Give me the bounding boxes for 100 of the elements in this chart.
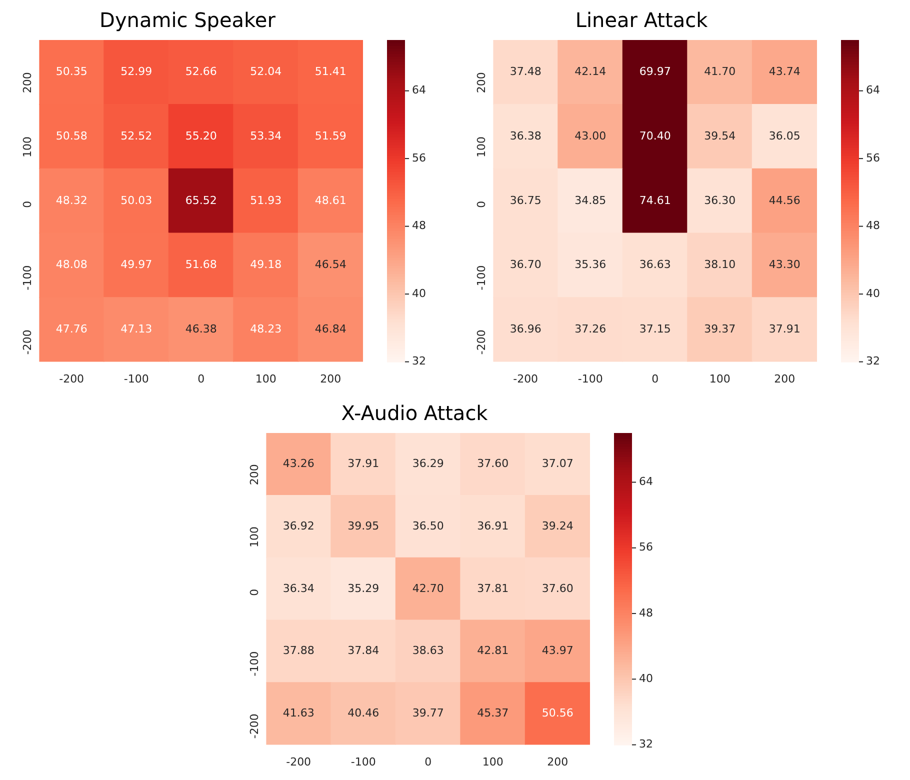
data-label: 39.54 [704,129,736,142]
data-label: 46.54 [314,258,346,272]
data-label: 39.24 [542,519,574,532]
color-bar-label: 40 [639,672,653,686]
data-label: 41.63 [282,706,314,720]
data-label: 36.75 [510,194,542,207]
data-label: 42.14 [574,65,606,78]
data-label: 43.74 [768,65,800,78]
color-bar-label: 32 [639,738,653,751]
color-bar-label: 64 [866,84,880,97]
chart-title: Linear Attack [575,8,708,32]
y-tick-label: 100 [21,136,34,158]
data-label: 49.97 [120,258,152,272]
data-label: 51.93 [250,194,282,207]
data-label: 46.38 [185,322,217,336]
data-label: 55.20 [185,129,217,142]
y-tick-label: 0 [248,588,262,596]
color-bar-label: 40 [412,286,426,300]
data-label: 36.29 [412,457,444,470]
data-label: 39.95 [348,519,380,532]
x-tick-label: -100 [124,372,149,386]
y-tick-label: -100 [475,265,488,290]
data-label: 37.91 [348,457,380,470]
data-label: 35.36 [574,258,606,272]
data-label: 36.30 [704,194,736,207]
data-label: 37.60 [542,582,574,595]
x-tick-label: 200 [547,755,568,768]
data-label: 37.84 [348,644,380,658]
data-label: 36.91 [477,519,509,532]
data-label: 37.26 [574,322,606,336]
y-tick-label: 100 [248,526,262,548]
x-tick-label: -100 [350,755,376,768]
data-label: 74.61 [639,194,671,207]
data-label: 49.18 [250,258,282,272]
x-tick-label: 0 [424,755,432,768]
data-label: 40.46 [348,706,380,720]
data-label: 52.66 [185,65,217,78]
chart-title: Dynamic Speaker [100,8,276,32]
x-tick-label: -200 [286,755,312,768]
data-label: 52.52 [120,129,152,142]
data-label: 42.70 [412,582,444,595]
y-tick-label: -200 [475,330,488,355]
x-tick-label: -100 [578,372,603,386]
y-tick-label: 100 [475,136,488,158]
color-bar-label: 64 [639,475,653,488]
data-label: 53.34 [250,129,282,142]
data-label: 50.56 [542,706,574,720]
data-label: 48.32 [56,194,88,207]
color-bar-label: 64 [412,84,426,97]
data-label: 36.05 [768,129,800,142]
data-label: 51.59 [314,129,346,142]
color-bar-label: 40 [866,286,880,300]
data-label: 48.23 [250,322,282,336]
data-label: 35.29 [348,582,380,595]
data-label: 37.91 [768,322,800,336]
color-bar-label: 56 [866,151,880,164]
data-label: 50.58 [56,129,88,142]
y-tick-label: -100 [248,651,262,676]
x-tick-label: 200 [320,372,342,386]
data-label: 52.04 [250,65,282,78]
color-bar-label: 32 [412,354,426,368]
data-label: 37.48 [510,65,542,78]
chart-title: X-Audio Attack [341,401,488,426]
data-label: 37.60 [477,457,509,470]
data-label: 51.68 [185,258,217,272]
data-label: 48.08 [56,258,88,272]
x-tick-label: 100 [709,372,730,386]
data-label: 36.34 [282,582,314,595]
data-label: 43.30 [768,258,800,272]
data-label: 46.84 [314,322,346,336]
x-tick-label: -200 [59,372,84,386]
data-label: 38.63 [412,644,444,658]
y-tick-label: 200 [248,464,262,486]
data-label: 50.35 [56,65,88,78]
data-label: 43.26 [282,457,314,470]
data-label: 36.70 [510,258,542,272]
data-label: 52.99 [120,65,152,78]
color-bar-label: 32 [866,354,880,368]
color-bar-label: 56 [639,540,653,554]
color-bar-label: 48 [639,606,653,620]
data-label: 36.50 [412,519,444,532]
data-label: 45.37 [477,706,509,720]
x-tick-label: 200 [774,372,796,386]
data-label: 65.52 [185,194,217,207]
data-label: 47.13 [120,322,152,336]
data-label: 41.70 [704,65,736,78]
data-label: 36.38 [510,129,542,142]
y-tick-label: -200 [248,714,262,739]
data-label: 37.07 [542,457,574,470]
data-label: 36.92 [282,519,314,532]
y-tick-label: 0 [21,200,34,208]
y-tick-label: -100 [21,265,34,290]
data-label: 69.97 [639,65,671,78]
data-label: 34.85 [574,194,606,207]
data-label: 43.97 [542,644,574,658]
data-label: 48.61 [314,194,346,207]
x-tick-label: 0 [652,372,659,386]
x-tick-label: 0 [198,372,205,386]
data-label: 37.15 [639,322,671,336]
data-label: 44.56 [768,194,800,207]
